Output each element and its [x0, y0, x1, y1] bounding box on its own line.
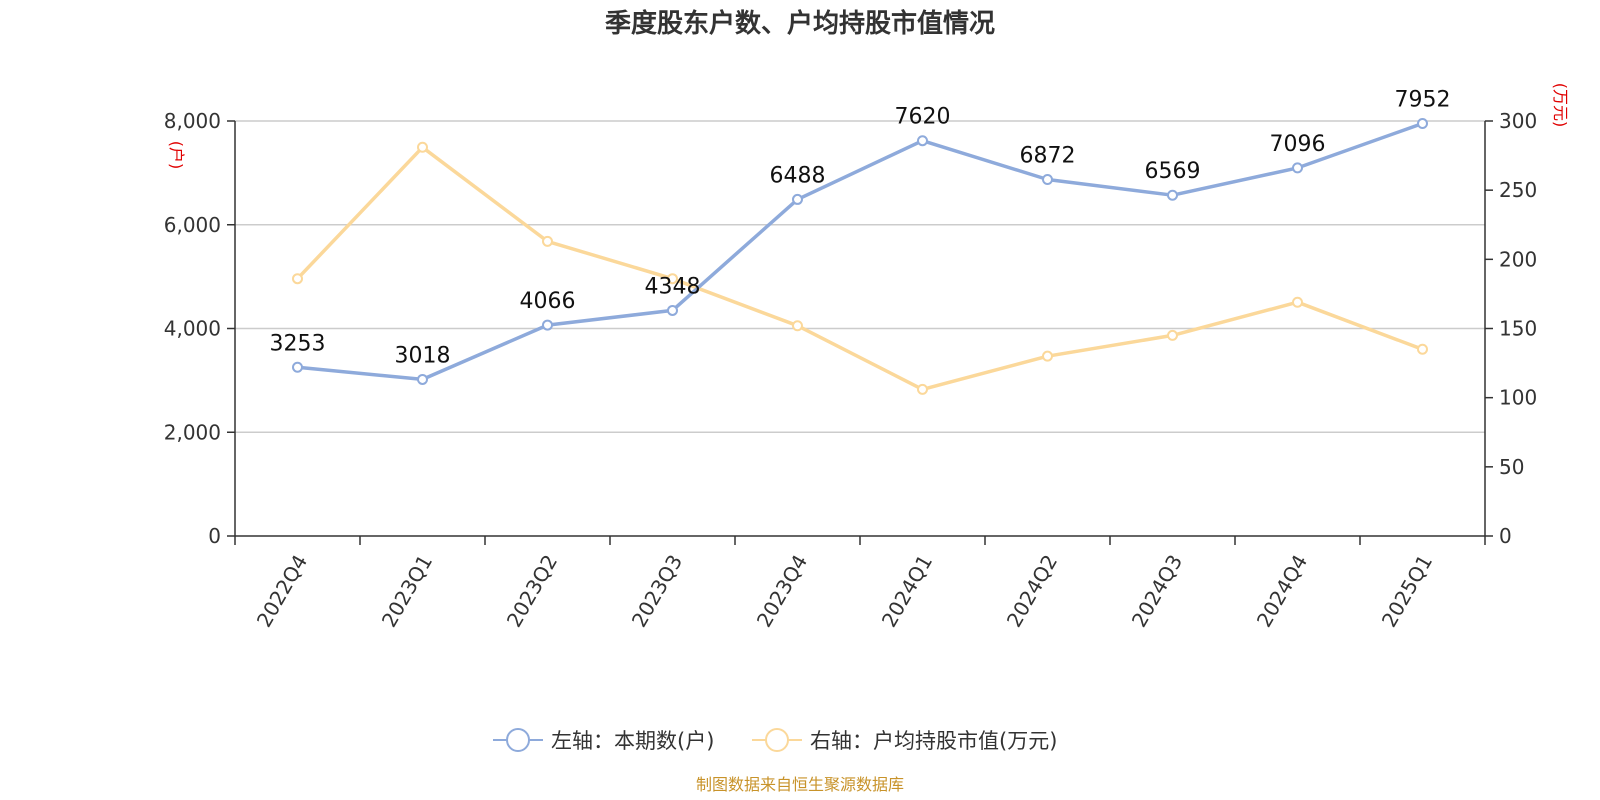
legend[interactable]: 左轴：本期数(户) 右轴：户均持股市值(万元) [493, 728, 1057, 753]
data-label: 7952 [1395, 87, 1451, 112]
x-tick-label: 2024Q3 [1127, 551, 1187, 632]
x-tick-label: 2024Q2 [1002, 551, 1062, 632]
data-point-right [1042, 350, 1053, 362]
right-axis-unit: (万元) [1551, 83, 1570, 128]
data-labels: 3253 3018 4066 4348 6488 7620 6872 6569 7096 7952 [270, 87, 1451, 368]
data-point-right [1417, 343, 1428, 355]
legend-marker-right-series [765, 728, 789, 752]
legend-label-right-series: 右轴：户均持股市值(万元) [810, 729, 1057, 753]
right-y-tick-label: 100 [1499, 386, 1537, 410]
data-label: 6569 [1145, 159, 1201, 184]
left-y-tick-label: 6,000 [164, 213, 221, 237]
data-point-right [292, 273, 303, 285]
data-point-left [1167, 189, 1178, 201]
data-point-left [792, 193, 803, 205]
data-point-left [1042, 174, 1053, 186]
axes: 0 2,000 4,000 6,000 8,000 0 50 100 150 200 250 300 2… [164, 109, 1537, 631]
x-tick-label: 2023Q3 [627, 551, 687, 632]
data-label: 3253 [270, 331, 326, 356]
chart-title: 季度股东户数、户均持股市值情况 [605, 8, 995, 39]
x-tick-label: 2023Q4 [752, 551, 812, 632]
left-y-tick-label: 2,000 [164, 420, 221, 444]
series-line-right [296, 145, 1424, 392]
legend-label-left-series: 左轴：本期数(户) [551, 729, 714, 753]
right-y-tick-label: 250 [1499, 178, 1537, 202]
right-y-tick-label: 0 [1499, 524, 1512, 548]
left-y-tick-label: 4,000 [164, 317, 221, 341]
right-y-tick-label: 150 [1499, 317, 1537, 341]
x-tick-label: 2022Q4 [252, 551, 312, 632]
left-axis-unit: (户) [167, 141, 186, 170]
right-y-tick-label: 200 [1499, 247, 1537, 271]
data-point-left [667, 304, 678, 316]
data-label: 4348 [645, 274, 701, 299]
x-tick-label: 2023Q2 [502, 551, 562, 632]
series-line-left [297, 121, 1424, 382]
data-point-left [292, 361, 303, 373]
x-tick-label: 2025Q1 [1377, 551, 1437, 632]
source-note: 制图数据来自恒生聚源数据库 [696, 775, 904, 794]
data-point-right [1292, 296, 1303, 308]
series [292, 117, 1428, 395]
data-point-left [1292, 162, 1303, 174]
left-y-tick-label: 0 [208, 524, 221, 548]
right-y-tick-label: 50 [1499, 455, 1524, 479]
data-label: 6872 [1020, 144, 1076, 169]
data-point-right [667, 273, 678, 285]
x-tick-label: 2023Q1 [377, 551, 437, 632]
data-point-left [542, 319, 553, 331]
data-label: 7096 [1270, 132, 1326, 157]
data-point-right [542, 235, 553, 247]
legend-item-left-series[interactable]: 左轴：本期数(户) [493, 728, 714, 753]
grid-lines [235, 120, 1485, 433]
data-point-right [1167, 329, 1178, 341]
data-point-left [917, 135, 928, 147]
right-y-tick-label: 300 [1499, 109, 1537, 133]
legend-item-right-series[interactable]: 右轴：户均持股市值(万元) [752, 728, 1057, 753]
x-tick-label: 2024Q4 [1252, 551, 1312, 632]
left-y-tick-label: 8,000 [164, 109, 221, 133]
data-point-left [417, 373, 428, 385]
data-label: 7620 [895, 105, 951, 130]
data-point-right [417, 141, 428, 153]
data-point-left [1417, 117, 1428, 129]
data-label: 3018 [395, 343, 451, 368]
data-point-right [917, 383, 928, 395]
x-tick-label: 2024Q1 [877, 551, 937, 632]
data-label: 6488 [770, 163, 826, 188]
data-label: 4066 [520, 289, 576, 314]
legend-marker-left-series [506, 728, 530, 752]
data-point-right [792, 320, 803, 332]
